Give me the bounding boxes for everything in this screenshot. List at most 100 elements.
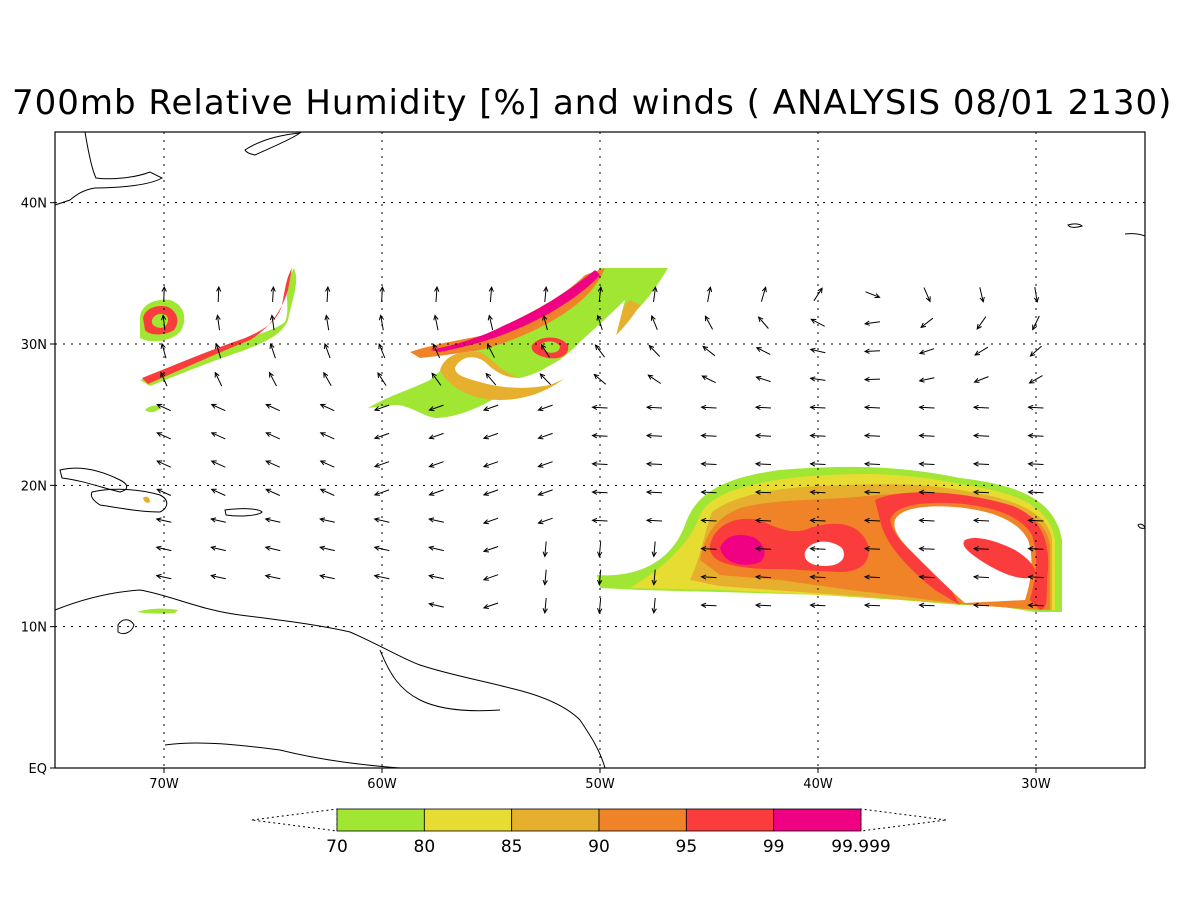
colorbar-swatch-4 <box>685 808 775 832</box>
wind-arrow-198 <box>1027 602 1044 608</box>
wind-arrow-83 <box>972 404 990 411</box>
colorbar-swatch-0 <box>336 808 425 832</box>
wind-arrow-106 <box>373 461 390 468</box>
wind-arrow-187 <box>428 602 444 608</box>
wind-arrow-53 <box>268 371 277 387</box>
wind-arrow-75 <box>537 404 553 412</box>
wind-arrow-116 <box>918 461 935 467</box>
wind-arrow-33 <box>1032 315 1040 331</box>
humidity-region-caribbean-fleck <box>137 608 178 614</box>
wind-arrow-153 <box>155 545 172 552</box>
lon-tick-label: 60W <box>367 777 397 792</box>
wind-arrow-162 <box>651 541 657 558</box>
colorbar-level-label: 90 <box>588 837 610 857</box>
humidity-region-west-band-95 <box>142 268 292 384</box>
wind-arrow-186 <box>1027 574 1044 580</box>
wind-arrow-28 <box>757 316 769 329</box>
wind-arrow-192 <box>700 602 717 608</box>
wind-arrow-69 <box>210 403 226 412</box>
wind-arrow-194 <box>809 602 826 608</box>
wind-arrow-74 <box>482 404 499 412</box>
wind-arrow-54 <box>323 371 332 387</box>
wind-arrow-132 <box>863 489 881 495</box>
wind-arrow-72 <box>373 404 390 412</box>
colorbar-level-label: 95 <box>676 837 698 857</box>
wind-arrow-22 <box>433 314 439 331</box>
wind-arrow-2 <box>270 285 276 303</box>
wind-arrow-79 <box>754 404 772 411</box>
wind-arrow-143 <box>537 517 553 525</box>
wind-arrow-87 <box>265 432 281 440</box>
wind-arrow-56 <box>431 372 442 386</box>
wind-arrow-44 <box>702 345 716 357</box>
wind-arrow-105 <box>319 460 335 468</box>
coastline-newfoundland <box>244 132 302 156</box>
wind-arrow-111 <box>645 461 663 467</box>
wind-arrow-25 <box>596 314 603 331</box>
wind-arrow-26 <box>650 314 658 330</box>
wind-arrow-85 <box>156 432 172 440</box>
wind-arrow-185 <box>972 574 990 580</box>
coastline-cuba <box>59 467 128 493</box>
wind-arrow-88 <box>319 432 335 440</box>
wind-arrow-169 <box>1027 546 1044 552</box>
wind-arrow-177 <box>542 569 548 586</box>
wind-arrow-173 <box>319 573 335 580</box>
wind-arrow-176 <box>482 574 499 581</box>
wind-arrow-144 <box>591 517 608 524</box>
lon-tick-label: 50W <box>585 777 615 792</box>
wind-arrow-84 <box>1027 404 1044 411</box>
wind-arrow-29 <box>810 318 825 327</box>
wind-arrow-40 <box>486 343 495 358</box>
wind-arrow-68 <box>156 403 172 412</box>
wind-arrow-184 <box>918 574 935 580</box>
wind-arrow-9 <box>652 285 658 303</box>
wind-arrow-141 <box>428 517 444 523</box>
wind-arrow-151 <box>972 517 990 524</box>
wind-arrow-55 <box>377 372 387 386</box>
wind-arrow-131 <box>809 489 826 495</box>
wind-arrow-150 <box>918 517 935 524</box>
wind-arrow-41 <box>540 343 550 358</box>
longitude-labels: 70W 60W 50W 40W 30W <box>149 768 1051 792</box>
coastline-puerto-rico <box>224 508 263 517</box>
wind-arrow-89 <box>373 432 390 440</box>
wind-arrow-36 <box>269 342 276 359</box>
wind-arrow-165 <box>809 546 826 552</box>
wind-arrow-3 <box>325 285 331 303</box>
colorbar-level-label: 99 <box>763 837 785 857</box>
wind-arrow-101 <box>1027 433 1044 439</box>
wind-arrow-103 <box>210 460 226 468</box>
wind-arrow-125 <box>482 489 499 496</box>
wind-arrow-15 <box>979 287 985 303</box>
wind-arrow-158 <box>428 545 444 552</box>
wind-arrow-95 <box>700 433 717 439</box>
wind-arrow-46 <box>809 347 826 354</box>
wind-arrow-183 <box>863 574 881 580</box>
map-area <box>54 131 1146 769</box>
wind-arrow-57 <box>485 372 497 386</box>
wind-arrow-81 <box>863 404 881 411</box>
wind-arrow-136 <box>155 517 172 523</box>
wind-arrow-24 <box>542 314 548 331</box>
wind-arrow-58 <box>539 373 552 386</box>
latitude-labels: EQ 10N 20N 30N 40N <box>21 197 55 777</box>
wind-arrow-197 <box>972 602 990 608</box>
wind-arrow-139 <box>319 517 335 523</box>
gridlines <box>55 132 1145 768</box>
colorbar-swatch-2 <box>511 808 600 832</box>
wind-arrow-70 <box>265 403 281 412</box>
wind-arrow-30 <box>863 320 880 326</box>
wind-arrow-19 <box>269 314 276 331</box>
wind-arrow-178 <box>597 569 603 586</box>
wind-arrow-170 <box>155 573 172 580</box>
wind-arrow-66 <box>973 376 989 383</box>
wind-arrow-78 <box>700 404 717 411</box>
lon-tick-label: 40W <box>803 777 833 792</box>
colorbar-level-label: 99.999 <box>831 837 890 857</box>
wind-arrow-117 <box>972 461 990 467</box>
wind-arrow-21 <box>378 314 385 331</box>
wind-arrow-147 <box>754 517 772 524</box>
wind-arrow-112 <box>700 461 717 467</box>
humidity-hole-east <box>804 541 845 566</box>
